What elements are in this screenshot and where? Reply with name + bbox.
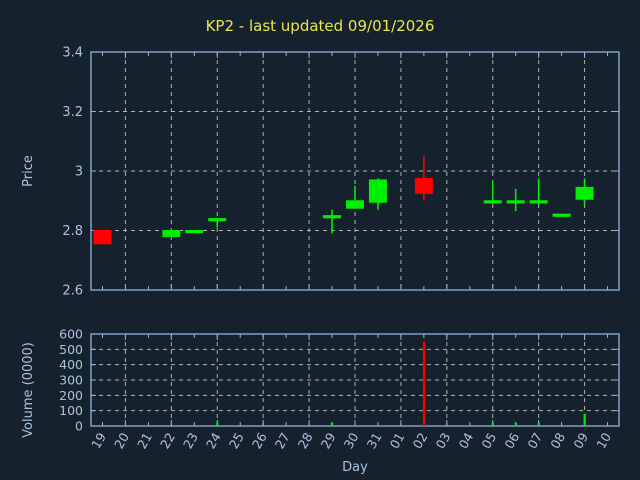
svg-text:24: 24 <box>203 430 224 451</box>
svg-text:05: 05 <box>478 430 499 451</box>
candle-09 <box>575 178 594 206</box>
svg-text:04: 04 <box>455 430 476 451</box>
candle-02 <box>414 156 433 201</box>
svg-text:19: 19 <box>88 430 109 451</box>
svg-text:20: 20 <box>111 430 132 451</box>
svg-text:23: 23 <box>180 430 201 451</box>
candle-19 <box>93 230 112 245</box>
candlestick-series <box>93 156 594 245</box>
svg-text:03: 03 <box>432 430 453 451</box>
day-axis-ticklabels: 19 20 21 22 23 24 25 26 27 28 29 30 31 01 02 03 04 05 06 07… <box>88 430 614 451</box>
svg-text:3: 3 <box>75 165 83 180</box>
svg-text:2.8: 2.8 <box>62 224 83 239</box>
volume-bar-07 <box>537 422 540 426</box>
candle-23 <box>185 230 204 234</box>
candle-29 <box>323 209 342 234</box>
chart-title: KP2 - last updated 09/01/2026 <box>205 17 435 35</box>
candle-22 <box>162 230 181 237</box>
svg-text:22: 22 <box>157 430 178 451</box>
candle-06 <box>506 188 525 212</box>
svg-text:08: 08 <box>547 430 568 451</box>
volume-bar-02 <box>422 341 426 426</box>
volume-bar-24 <box>216 422 219 426</box>
candle-08 <box>552 213 571 217</box>
svg-text:25: 25 <box>226 430 247 451</box>
svg-text:27: 27 <box>272 430 293 451</box>
candle-05 <box>483 181 502 204</box>
svg-text:Volume (0000): Volume (0000) <box>21 342 36 438</box>
svg-text:3.2: 3.2 <box>62 105 83 120</box>
svg-text:100: 100 <box>59 403 83 418</box>
price-panel-frame <box>90 51 620 291</box>
volume-bar-09 <box>583 413 586 426</box>
svg-text:3.4: 3.4 <box>62 46 83 61</box>
svg-text:30: 30 <box>341 430 362 451</box>
candle-07 <box>529 178 548 206</box>
svg-text:500: 500 <box>59 342 83 357</box>
price-gridlines <box>91 52 619 290</box>
candle-24 <box>208 218 227 228</box>
svg-text:2.6: 2.6 <box>62 284 83 299</box>
volume-gridlines <box>91 334 619 426</box>
svg-text:300: 300 <box>59 373 83 388</box>
svg-text:200: 200 <box>59 388 83 403</box>
candle-30 <box>346 185 364 209</box>
svg-text:0: 0 <box>75 419 83 434</box>
candle-31 <box>368 178 387 210</box>
svg-text:Day: Day <box>342 460 368 475</box>
svg-text:Price: Price <box>21 155 36 187</box>
svg-text:29: 29 <box>318 430 339 451</box>
svg-text:600: 600 <box>59 327 83 342</box>
volume-bar-06 <box>514 422 517 426</box>
axis-titles: Price Volume (0000) Day <box>21 155 368 475</box>
svg-text:10: 10 <box>593 430 614 451</box>
svg-text:31: 31 <box>364 430 385 451</box>
svg-text:09: 09 <box>570 430 591 451</box>
svg-text:01: 01 <box>387 430 408 451</box>
svg-text:07: 07 <box>524 430 545 451</box>
volume-panel-frame <box>90 333 620 427</box>
volume-bar-29 <box>331 422 334 426</box>
svg-text:06: 06 <box>501 430 522 451</box>
volume-bar-series <box>216 341 586 426</box>
svg-text:02: 02 <box>410 430 431 451</box>
price-axis-ticklabels: 3.4 3.2 3 2.8 2.6 <box>62 46 83 299</box>
svg-text:26: 26 <box>249 430 270 451</box>
svg-text:400: 400 <box>59 357 83 372</box>
volume-bar-05 <box>491 422 494 426</box>
svg-text:21: 21 <box>134 430 155 451</box>
svg-text:28: 28 <box>295 430 316 451</box>
